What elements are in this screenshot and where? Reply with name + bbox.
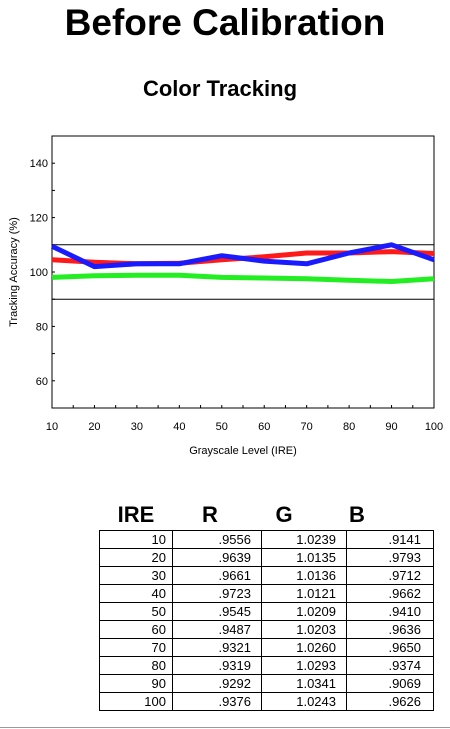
table-header-g: G: [275, 502, 293, 527]
table-header-r: R: [202, 502, 218, 527]
tick-labels: 60 80 100 120 140 10 20 30 40 50 60 70 80 90 100: [30, 158, 444, 433]
table-cell: 1.0203: [261, 620, 347, 639]
table-cell: .9662: [346, 584, 434, 603]
y-tick-label: 100: [30, 267, 48, 279]
x-tick-label: 50: [216, 421, 228, 433]
x-tick-label: 30: [131, 421, 143, 433]
x-tick-label: 100: [425, 421, 443, 433]
x-tick-label: 40: [173, 421, 185, 433]
x-tick-label: 60: [258, 421, 270, 433]
table-cell: 1.0341: [261, 674, 347, 693]
series-line-2: [50, 242, 435, 270]
series-line-3: [51, 272, 435, 284]
table-row: 30.9661 1.0136.9712: [99, 566, 434, 585]
table-row: 100.9376 1.0243.9626: [99, 692, 434, 711]
series-lines: [50, 242, 435, 284]
y-tick-label: 120: [30, 213, 48, 225]
table-cell: .9639: [172, 548, 262, 567]
table-cell: .9545: [172, 602, 262, 621]
table-header-ire: IRE: [117, 502, 155, 527]
bottom-divider: [0, 727, 450, 728]
table-cell: .9487: [172, 620, 262, 639]
table-cell: .9292: [172, 674, 262, 693]
table-cell: 1.0239: [261, 530, 347, 549]
color-tracking-chart: 60 80 100 120 140 10 20 30 40 50 60 70 80 90 100 Grays…: [8, 135, 444, 457]
table-cell: .9374: [346, 656, 434, 675]
table-cell: .9650: [346, 638, 434, 657]
y-axis-label: Tracking Accuracy (%): [8, 217, 20, 327]
table-cell: .9626: [346, 692, 434, 711]
table-cell: 1.0135: [261, 548, 347, 567]
table-cell: 1.0136: [261, 566, 347, 585]
y-tick-label: 60: [36, 376, 48, 388]
table-cell: .9723: [172, 584, 262, 603]
plot-frame: [51, 135, 435, 409]
table-cell: 50: [99, 602, 173, 621]
y-tick-label: 80: [36, 321, 48, 333]
table-header-b: B: [349, 502, 365, 527]
table-cell: 1.0121: [261, 584, 347, 603]
table-cell: .9319: [172, 656, 262, 675]
table-cell: 1.0260: [261, 638, 347, 657]
table-cell: 100: [99, 692, 173, 711]
axis-ticks: [51, 135, 435, 409]
table-cell: .9141: [346, 530, 434, 549]
table-cell: 1.0243: [261, 692, 347, 711]
table-row: 70.9321 1.0260.9650: [99, 638, 434, 657]
x-tick-label: 90: [385, 421, 397, 433]
table-cell: 1.0209: [261, 602, 347, 621]
x-tick-label: 20: [88, 421, 100, 433]
table-cell: .9556: [172, 530, 262, 549]
table-cell: 20: [99, 548, 173, 567]
table-row: 40.9723 1.0121.9662: [99, 584, 434, 603]
table-cell: .9661: [172, 566, 262, 585]
table-cell: .9321: [172, 638, 262, 657]
chart-title: Color Tracking: [142, 76, 298, 101]
table-cell: 80: [99, 656, 173, 675]
table-cell: .9636: [346, 620, 434, 639]
reference-lines: [52, 244, 434, 300]
x-tick-label: 70: [301, 421, 313, 433]
table-cell: 60: [99, 620, 173, 639]
page-title: Before Calibration: [64, 2, 386, 43]
table-cell: 70: [99, 638, 173, 657]
table-row: 20.9639 1.0135.9793: [99, 548, 434, 567]
table-cell: .9069: [346, 674, 434, 693]
table-cell: 40: [99, 584, 173, 603]
calibration-table: 10.9556 1.0239.9141 20.9639 1.0135.9793 30.9…: [99, 530, 434, 711]
y-tick-label: 140: [30, 158, 48, 170]
table-header-row: IRE R G B: [0, 500, 450, 530]
table-row: 60.9487 1.0203.9636: [99, 620, 434, 639]
table-cell: .9410: [346, 602, 434, 621]
x-tick-label: 80: [343, 421, 355, 433]
x-axis-label: Grayscale Level (IRE): [189, 445, 297, 457]
table-cell: 1.0293: [261, 656, 347, 675]
table-row: 90.9292 1.0341.9069: [99, 674, 434, 693]
table-cell: .9793: [346, 548, 434, 567]
table-cell: 10: [99, 530, 173, 549]
table-row: 50.9545 1.0209.9410: [99, 602, 434, 621]
table-cell: 30: [99, 566, 173, 585]
table-row: 80.9319 1.0293.9374: [99, 656, 434, 675]
table-cell: .9712: [346, 566, 434, 585]
table-cell: .9376: [172, 692, 262, 711]
x-tick-label: 10: [46, 421, 58, 433]
table-row: 10.9556 1.0239.9141: [99, 530, 434, 549]
table-cell: 90: [99, 674, 173, 693]
